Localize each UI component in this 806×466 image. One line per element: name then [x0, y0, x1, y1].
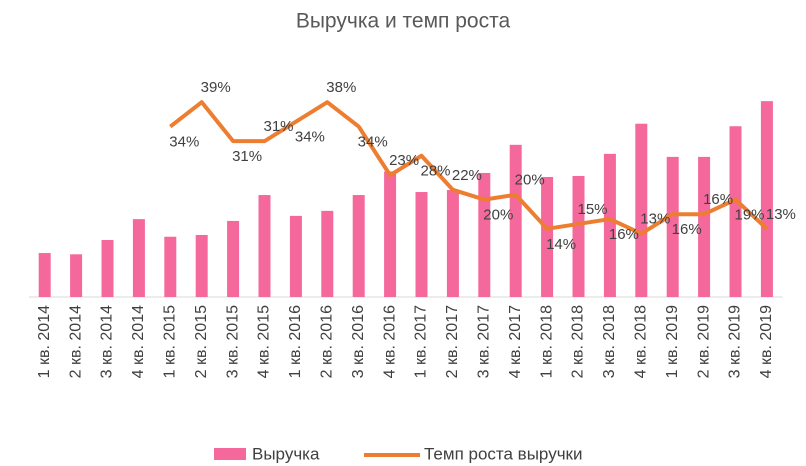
bar: [132, 219, 145, 297]
bar: [384, 171, 397, 297]
data-label: 38%: [326, 79, 356, 96]
x-tick-label: 4 кв. 2016: [381, 305, 398, 378]
bar: [635, 123, 648, 297]
bar: [698, 156, 711, 297]
x-tick-label: 2 кв. 2019: [695, 305, 712, 378]
line: [169, 100, 769, 236]
legend-label: Темп роста выручки: [424, 444, 583, 463]
data-label: 28%: [420, 163, 450, 180]
bar: [666, 156, 679, 297]
data-label: 16%: [703, 191, 733, 208]
bar: [729, 126, 742, 297]
data-label: 34%: [295, 129, 325, 146]
x-tick-label: 1 кв. 2016: [287, 305, 304, 378]
data-label: 13%: [640, 211, 670, 228]
data-label: 39%: [201, 79, 231, 96]
x-tick-label: 4 кв. 2019: [758, 305, 775, 378]
x-tick-label: 2 кв. 2016: [319, 305, 336, 378]
data-label: 20%: [483, 207, 513, 224]
bar: [70, 254, 83, 297]
data-label: 14%: [546, 236, 576, 253]
data-label: 34%: [169, 133, 199, 150]
x-tick-label: 4 кв. 2017: [507, 305, 524, 378]
bar: [101, 239, 114, 297]
data-label: 19%: [734, 207, 764, 224]
bar: [258, 195, 271, 297]
data-label: 22%: [452, 167, 482, 184]
bar: [352, 195, 365, 297]
bar: [572, 175, 585, 297]
bar: [415, 192, 428, 297]
data-label: 31%: [263, 118, 293, 135]
data-label: 16%: [672, 221, 702, 238]
bar: [446, 190, 459, 297]
x-tick-label: 2 кв. 2018: [570, 305, 587, 378]
bar: [321, 210, 334, 297]
x-tick-label: 2 кв. 2014: [67, 305, 84, 378]
legend-label: Выручка: [252, 444, 320, 463]
x-tick-label: 1 кв. 2014: [36, 305, 53, 378]
bar: [289, 215, 302, 297]
x-tick-label: 1 кв. 2015: [162, 305, 179, 378]
x-tick-label: 2 кв. 2017: [444, 305, 461, 378]
x-tick-label: 3 кв. 2016: [350, 305, 367, 378]
x-tick-label: 1 кв. 2019: [664, 305, 681, 378]
data-label: 15%: [577, 201, 607, 218]
x-tick-label: 2 кв. 2015: [193, 305, 210, 378]
bar: [195, 234, 208, 297]
data-label: 34%: [358, 133, 388, 150]
bar: [760, 101, 773, 297]
x-tick-label: 3 кв. 2018: [601, 305, 618, 378]
bar: [38, 253, 51, 297]
x-tick-label: 3 кв. 2017: [476, 305, 493, 378]
data-label: 13%: [766, 206, 796, 223]
x-tick-label: 4 кв. 2018: [633, 305, 650, 378]
x-tick-label: 4 кв. 2014: [130, 305, 147, 378]
data-label: 23%: [389, 152, 419, 169]
x-tick-label: 1 кв. 2018: [538, 305, 555, 378]
bar: [164, 236, 177, 297]
x-tick-label: 3 кв. 2015: [224, 305, 241, 378]
bar: [603, 153, 616, 297]
bar: [541, 176, 554, 297]
bar: [478, 172, 491, 297]
data-label: 20%: [515, 172, 545, 189]
data-label: 16%: [609, 226, 639, 243]
chart-title: Выручка и темп роста: [296, 10, 511, 33]
data-label: 31%: [232, 148, 262, 165]
bar: [509, 144, 522, 297]
bar: [227, 220, 240, 297]
x-tick-label: 1 кв. 2017: [413, 305, 430, 378]
legend-swatch: [214, 448, 246, 460]
x-tick-label: 3 кв. 2019: [727, 305, 744, 378]
x-tick-label: 3 кв. 2014: [99, 305, 116, 378]
x-tick-label: 4 кв. 2015: [256, 305, 273, 378]
